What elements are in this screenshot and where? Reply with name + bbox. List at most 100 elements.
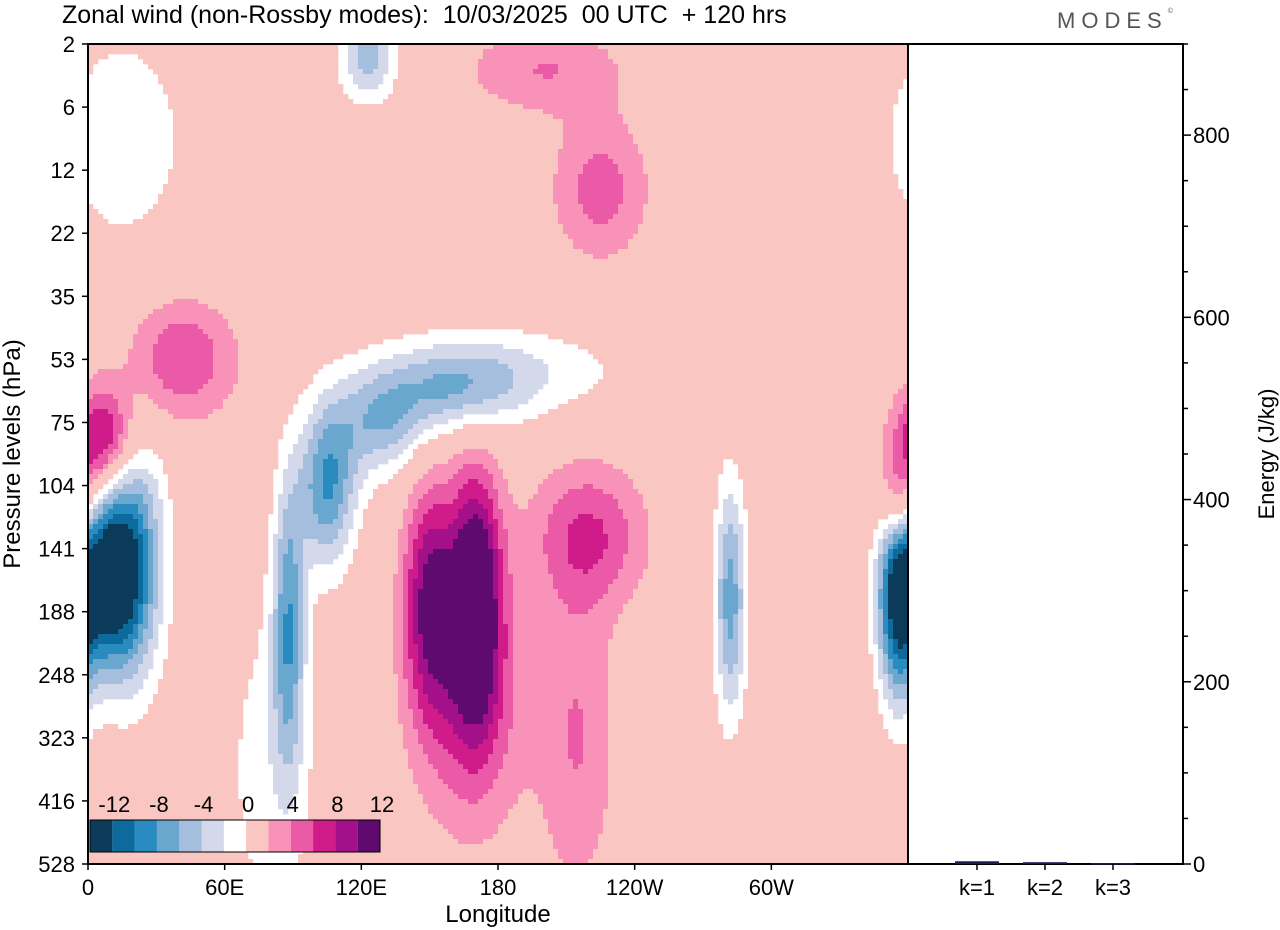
heatmap-cell <box>523 169 529 175</box>
heatmap-cell <box>578 154 584 160</box>
heatmap-cell <box>458 104 464 110</box>
heatmap-cell <box>808 49 814 55</box>
heatmap-cell <box>518 174 524 180</box>
heatmap-cell <box>283 59 289 65</box>
heatmap-cell <box>878 144 884 150</box>
heatmap-cell <box>453 149 459 155</box>
heatmap-cell <box>188 189 194 195</box>
heatmap-cell <box>623 154 629 160</box>
heatmap-cell <box>893 89 899 95</box>
heatmap-cell <box>873 209 879 215</box>
heatmap-cell <box>158 69 164 75</box>
heatmap-cell <box>443 89 449 95</box>
heatmap-cell <box>208 104 214 110</box>
heatmap-cell <box>448 139 454 145</box>
heatmap-cell <box>568 124 574 130</box>
heatmap-cell <box>453 64 459 70</box>
heatmap-cell <box>738 174 744 180</box>
heatmap-cell <box>173 99 179 105</box>
heatmap-cell <box>498 124 504 130</box>
heatmap-cell <box>458 179 464 185</box>
heatmap-cell <box>698 189 704 195</box>
heatmap-cell <box>428 194 434 200</box>
heatmap-cell <box>788 184 794 190</box>
heatmap-cell <box>338 184 344 190</box>
heatmap-cell <box>483 174 489 180</box>
heatmap-cell <box>378 194 384 200</box>
heatmap-cell <box>878 209 884 215</box>
heatmap-cell <box>738 44 744 50</box>
heatmap-cell <box>273 209 279 215</box>
heatmap-cell <box>363 109 369 115</box>
heatmap-cell <box>503 129 509 135</box>
heatmap-cell <box>228 124 234 130</box>
heatmap-cell <box>673 119 679 125</box>
heatmap-cell <box>373 144 379 150</box>
heatmap-cell <box>763 49 769 55</box>
heatmap-cell <box>743 74 749 80</box>
heatmap-cell <box>823 64 829 70</box>
heatmap-cell <box>863 84 869 90</box>
heatmap-cell <box>338 99 344 105</box>
heatmap-cell <box>413 184 419 190</box>
heatmap-cell <box>528 114 534 120</box>
heatmap-cell <box>633 184 639 190</box>
heatmap-cell <box>563 159 569 165</box>
heatmap-cell <box>683 199 689 205</box>
heatmap-cell <box>738 84 744 90</box>
heatmap-cell <box>583 49 589 55</box>
heatmap-cell <box>718 154 724 160</box>
heatmap-cell <box>333 44 339 50</box>
heatmap-cell <box>703 54 709 60</box>
heatmap-cell <box>893 84 899 90</box>
heatmap-cell <box>618 69 624 75</box>
heatmap-cell <box>313 64 319 70</box>
heatmap-cell <box>178 194 184 200</box>
heatmap-cell <box>583 64 589 70</box>
heatmap-cell <box>298 199 304 205</box>
heatmap-cell <box>398 89 404 95</box>
heatmap-cell <box>598 104 604 110</box>
heatmap-cell <box>878 44 884 50</box>
heatmap-cell <box>608 199 614 205</box>
heatmap-cell <box>798 124 804 130</box>
heatmap-cell <box>458 199 464 205</box>
heatmap-cell <box>383 139 389 145</box>
heatmap-cell <box>168 194 174 200</box>
heatmap-cell <box>273 54 279 60</box>
heatmap-cell <box>883 199 889 205</box>
heatmap-cell <box>278 79 284 85</box>
heatmap-cell <box>623 104 629 110</box>
heatmap-cell <box>748 209 754 215</box>
heatmap-cell <box>503 109 509 115</box>
heatmap-cell <box>543 164 549 170</box>
heatmap-cell <box>358 159 364 165</box>
heatmap-cell <box>513 54 519 60</box>
heatmap-cell <box>698 89 704 95</box>
heatmap-cell <box>538 94 544 100</box>
heatmap-cell <box>388 189 394 195</box>
heatmap-cell <box>498 179 504 185</box>
heatmap-cell <box>358 109 364 115</box>
heatmap-cell <box>428 64 434 70</box>
heatmap-cell <box>588 49 594 55</box>
heatmap-cell <box>563 174 569 180</box>
heatmap-cell <box>238 69 244 75</box>
heatmap-cell <box>818 159 824 165</box>
heatmap-cell <box>388 199 394 205</box>
heatmap-cell <box>473 169 479 175</box>
heatmap-cell <box>473 174 479 180</box>
heatmap-cell <box>738 124 744 130</box>
heatmap-cell <box>453 154 459 160</box>
heatmap-cell <box>373 194 379 200</box>
heatmap-cell <box>318 119 324 125</box>
heatmap-cell <box>673 199 679 205</box>
heatmap-cell <box>258 144 264 150</box>
heatmap-cell <box>373 69 379 75</box>
heatmap-cell <box>378 159 384 165</box>
heatmap-cell <box>203 49 209 55</box>
heatmap-cell <box>798 154 804 160</box>
heatmap-cell <box>283 74 289 80</box>
heatmap-cell <box>263 109 269 115</box>
heatmap-cell <box>333 124 339 130</box>
